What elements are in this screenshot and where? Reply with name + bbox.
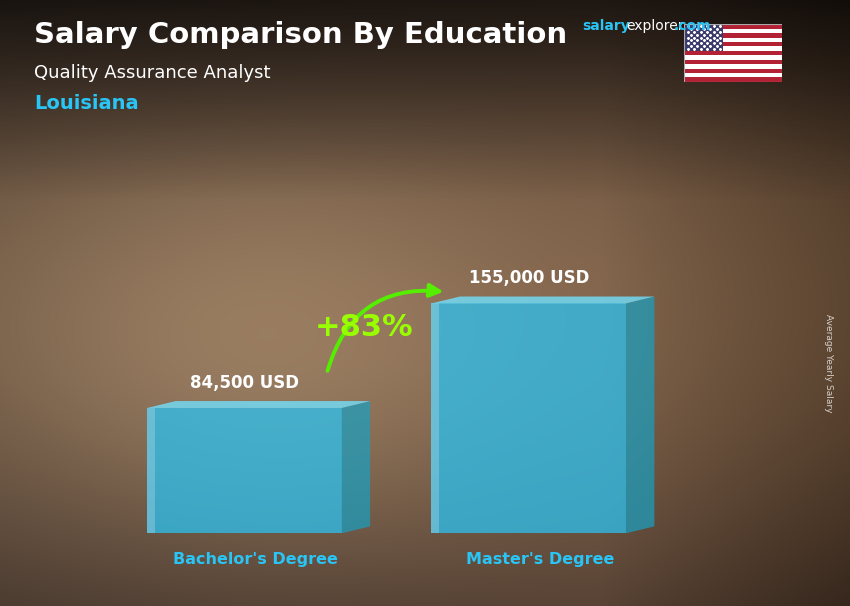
Bar — [684, 64, 782, 68]
Bar — [684, 51, 782, 55]
Text: explorer: explorer — [626, 19, 684, 33]
Text: 155,000 USD: 155,000 USD — [468, 269, 589, 287]
Bar — [684, 73, 782, 78]
Bar — [684, 38, 782, 42]
Text: 84,500 USD: 84,500 USD — [190, 374, 299, 392]
Bar — [684, 55, 782, 59]
Text: .com: .com — [674, 19, 711, 33]
Text: +83%: +83% — [314, 313, 413, 342]
Bar — [684, 59, 782, 64]
Polygon shape — [432, 304, 439, 533]
Polygon shape — [342, 401, 370, 533]
Text: Average Yearly Salary: Average Yearly Salary — [824, 315, 833, 413]
Bar — [684, 28, 782, 33]
Bar — [684, 24, 782, 28]
Text: Louisiana: Louisiana — [34, 94, 139, 113]
Text: Salary Comparison By Education: Salary Comparison By Education — [34, 21, 567, 49]
Text: salary: salary — [582, 19, 630, 33]
Bar — [684, 33, 782, 38]
Polygon shape — [432, 304, 626, 533]
Bar — [684, 47, 782, 51]
Bar — [684, 24, 723, 51]
Polygon shape — [147, 401, 370, 408]
Polygon shape — [626, 296, 654, 533]
Polygon shape — [432, 296, 654, 304]
Bar — [684, 68, 782, 73]
Bar — [684, 78, 782, 82]
Polygon shape — [147, 408, 155, 533]
Text: Master's Degree: Master's Degree — [466, 551, 614, 567]
Bar — [684, 42, 782, 47]
Text: Quality Assurance Analyst: Quality Assurance Analyst — [34, 64, 270, 82]
Polygon shape — [147, 408, 342, 533]
Text: Bachelor's Degree: Bachelor's Degree — [173, 551, 338, 567]
